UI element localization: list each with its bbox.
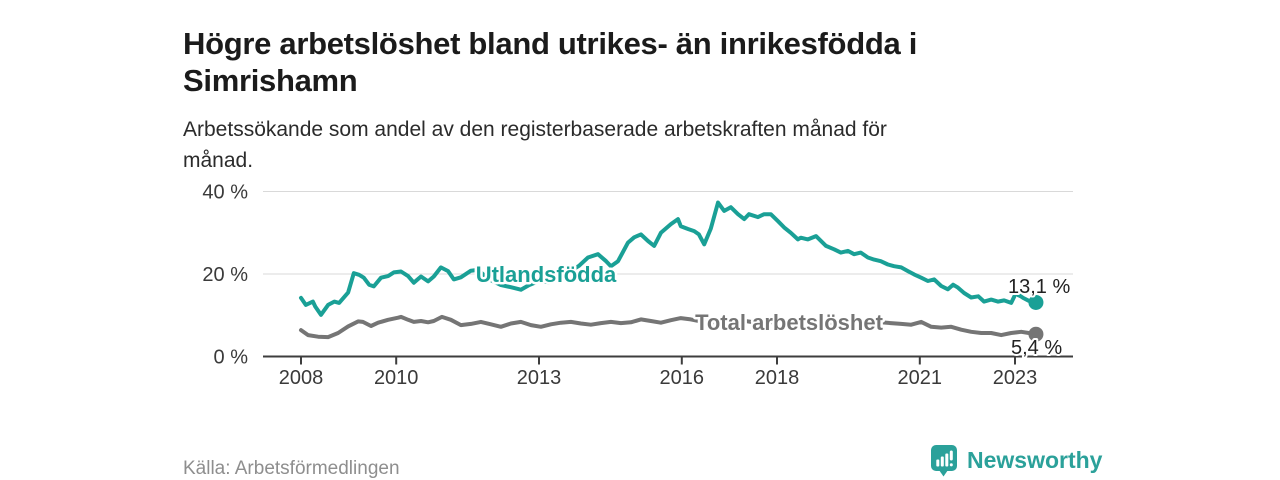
end-value-total: 5,4 %: [1011, 337, 1062, 359]
y-tick-label: 0 %: [214, 347, 249, 369]
page-title: Högre arbetslöshet bland utrikes- än inr…: [183, 25, 918, 98]
end-dot-total: [1028, 326, 1044, 342]
series-line-total: [299, 314, 1038, 340]
series-label-total-arbetsloshet: Total arbetslöshet: [695, 310, 884, 335]
x-tick-label: 2018: [755, 367, 800, 389]
chart-subtitle: Arbetssökande som andel av den registerb…: [183, 118, 887, 172]
x-tick-label: 2008: [279, 367, 324, 389]
x-tick-label: 2023: [993, 367, 1038, 389]
end-dot-utlandsfodda: [1028, 294, 1044, 310]
end-dot-layer: [1028, 294, 1044, 342]
series-label-utlandsfodda: Utlandsfödda: [476, 262, 617, 287]
y-tick-label: 40 %: [202, 182, 248, 204]
x-tick-label: 2010: [374, 367, 419, 389]
grid-layer: 40 % 20 % 0 % 2008 2010 2013 2016 2018 2021 2023: [202, 182, 1073, 389]
newsworthy-logo-icon: [931, 445, 957, 477]
series-layer: [299, 200, 1038, 340]
series-line-utlandsfodda: [299, 200, 1038, 317]
newsworthy-logo-text: Newsworthy: [967, 447, 1103, 473]
source-note: Källa: Arbetsförmedlingen: [183, 458, 400, 479]
newsworthy-logo[interactable]: Newsworthy: [930, 444, 1102, 477]
x-tick-label: 2013: [517, 367, 562, 389]
y-tick-label: 20 %: [202, 264, 248, 286]
x-tick-label: 2016: [660, 367, 705, 389]
end-value-utlandsfodda: 13,1 %: [1008, 276, 1070, 298]
end-label-connector: [1016, 295, 1031, 302]
x-tick-label: 2021: [898, 367, 943, 389]
